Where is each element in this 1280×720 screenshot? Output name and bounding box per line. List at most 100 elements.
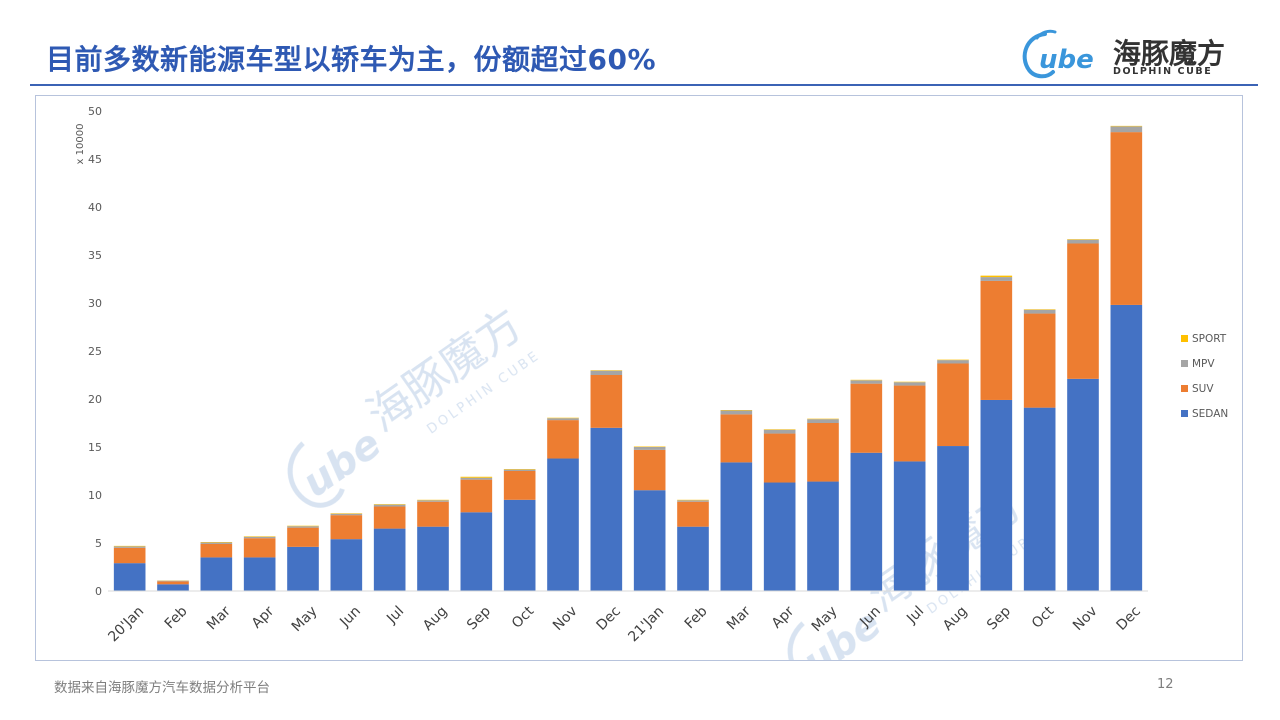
- bar-segment-mpv: [373, 504, 406, 507]
- bar-segment-mpv: [807, 419, 839, 423]
- bar-segment-suv: [590, 375, 623, 428]
- x-tick-label: Oct: [1029, 603, 1058, 632]
- source-note: 数据来自海豚魔方汽车数据分析平台: [54, 680, 270, 696]
- x-tick-label: Nov: [550, 603, 581, 634]
- bar-segment-mpv: [980, 277, 1013, 281]
- x-tick-label: Feb: [682, 603, 711, 632]
- y-tick-label: 30: [88, 297, 102, 310]
- bar-segment-sport: [980, 275, 1013, 278]
- bar-segment-sedan: [330, 539, 363, 591]
- bar-segment-sedan: [1110, 304, 1143, 591]
- y-tick-label: 20: [88, 393, 102, 406]
- bar-segment-suv: [893, 385, 926, 462]
- bar-segment-mpv: [460, 477, 493, 480]
- bar-segment-sedan: [980, 399, 1013, 591]
- x-tick-label: 21'Jan: [625, 603, 667, 645]
- bar-segment-suv: [503, 471, 536, 500]
- bar-segment-mpv: [200, 542, 233, 544]
- chart-legend: SPORT MPV SUV SEDAN: [1181, 333, 1228, 420]
- logo-mark-text: ube: [1039, 45, 1094, 75]
- bar-segment-suv: [417, 501, 449, 527]
- bar-segment-sedan: [157, 584, 189, 591]
- bar-segment-sedan: [373, 528, 406, 591]
- bar-segment-suv: [763, 433, 796, 483]
- x-tick-label: Jul: [383, 603, 407, 627]
- bar-segment-suv: [547, 420, 579, 459]
- stacked-bar-chart: ube 海豚魔方 DOLPHIN CUBE ube 海豚魔方 DOLPHIN C…: [75, 105, 1228, 660]
- bar-segment-sedan: [1023, 407, 1056, 591]
- bar-segment-sedan: [287, 546, 319, 591]
- x-axis: 20'Jan Feb Mar Apr May Jun Jul Aug Sep Oct Nov Dec 2…: [105, 603, 1144, 645]
- bar-segment-mpv: [763, 429, 796, 434]
- page-number: 12: [1157, 677, 1174, 692]
- y-tick-label: 15: [88, 441, 102, 454]
- bar-segment-suv: [113, 547, 146, 564]
- x-tick-label: 20'Jan: [105, 603, 147, 645]
- bar-segment-mpv: [893, 382, 926, 386]
- bar-segment-suv: [937, 363, 969, 447]
- y-unit-label: x 10000: [75, 124, 86, 165]
- bar-segment-suv: [243, 538, 276, 558]
- bar-segment-sedan: [893, 461, 926, 591]
- bar-segment-suv: [330, 515, 363, 540]
- bar-segment-suv: [200, 543, 233, 558]
- bar-segment-sedan: [503, 499, 536, 591]
- bar-segment-suv: [807, 423, 839, 482]
- bar-segment-mpv: [417, 500, 449, 502]
- bar-segment-sedan: [1067, 378, 1099, 591]
- x-tick-label: May: [289, 603, 321, 635]
- bar-segment-mpv: [937, 360, 969, 364]
- bar-segment-suv: [373, 506, 406, 529]
- bar-segment-mpv: [113, 546, 146, 548]
- x-tick-label: Oct: [509, 603, 538, 632]
- y-tick-label: 5: [95, 537, 102, 550]
- bar-segment-sedan: [460, 512, 493, 591]
- bar-segment-sedan: [677, 526, 709, 591]
- x-tick-label: Apr: [769, 603, 798, 632]
- logo-name-cn: 海豚魔方: [1113, 37, 1226, 70]
- bar-segment-suv: [460, 479, 493, 513]
- bar-segment-sedan: [807, 481, 839, 591]
- y-tick-label: 25: [88, 345, 102, 358]
- bar-segment-mpv: [1067, 239, 1099, 244]
- bar-segment-sedan: [417, 526, 449, 591]
- bar-segment-suv: [1110, 132, 1143, 305]
- bar-segment-suv: [677, 501, 709, 527]
- x-tick-label: Nov: [1070, 603, 1101, 634]
- bar-segment-sedan: [113, 563, 146, 591]
- y-tick-label: 40: [88, 201, 102, 214]
- title-divider: [30, 84, 1258, 86]
- bar-segment-sport: [460, 476, 493, 478]
- brand-logo: ube 海豚魔方 DOLPHIN CUBE: [1015, 24, 1245, 80]
- bar-segment-mpv: [850, 380, 883, 384]
- y-axis: 0 5 10 15 20 25 30 35 40 45 50: [88, 105, 102, 598]
- x-tick-label: Dec: [1113, 603, 1143, 633]
- bar-segment-sedan: [633, 490, 666, 591]
- legend-swatch-sedan: [1181, 410, 1188, 417]
- bar-segment-mpv: [547, 418, 579, 421]
- legend-swatch-mpv: [1181, 360, 1188, 367]
- bar-segment-mpv: [720, 410, 753, 415]
- bar-segment-mpv: [287, 526, 319, 528]
- bar-segment-sedan: [937, 446, 969, 591]
- x-tick-label: Mar: [724, 603, 754, 633]
- logo-mark-icon: ube: [1022, 29, 1094, 79]
- bar-segment-suv: [1023, 313, 1056, 408]
- bar-segment-suv: [287, 527, 319, 547]
- bar-segment-mpv: [330, 513, 363, 516]
- legend-label-sport: SPORT: [1192, 333, 1227, 345]
- bar-segment-suv: [980, 280, 1013, 400]
- y-tick-label: 0: [95, 585, 102, 598]
- bar-segment-mpv: [677, 500, 709, 502]
- bar-segment-sedan: [850, 452, 883, 591]
- legend-label-sedan: SEDAN: [1192, 408, 1228, 420]
- legend-swatch-suv: [1181, 385, 1188, 392]
- bar-segment-sedan: [720, 462, 753, 591]
- bar-segment-sedan: [200, 557, 233, 591]
- y-tick-label: 45: [88, 153, 102, 166]
- legend-label-mpv: MPV: [1192, 358, 1215, 370]
- x-tick-label: Jun: [336, 603, 363, 630]
- page-title: 目前多数新能源车型以轿车为主，份额超过60%: [46, 43, 657, 76]
- x-tick-label: Feb: [162, 603, 191, 632]
- bar-segment-mpv: [590, 370, 623, 375]
